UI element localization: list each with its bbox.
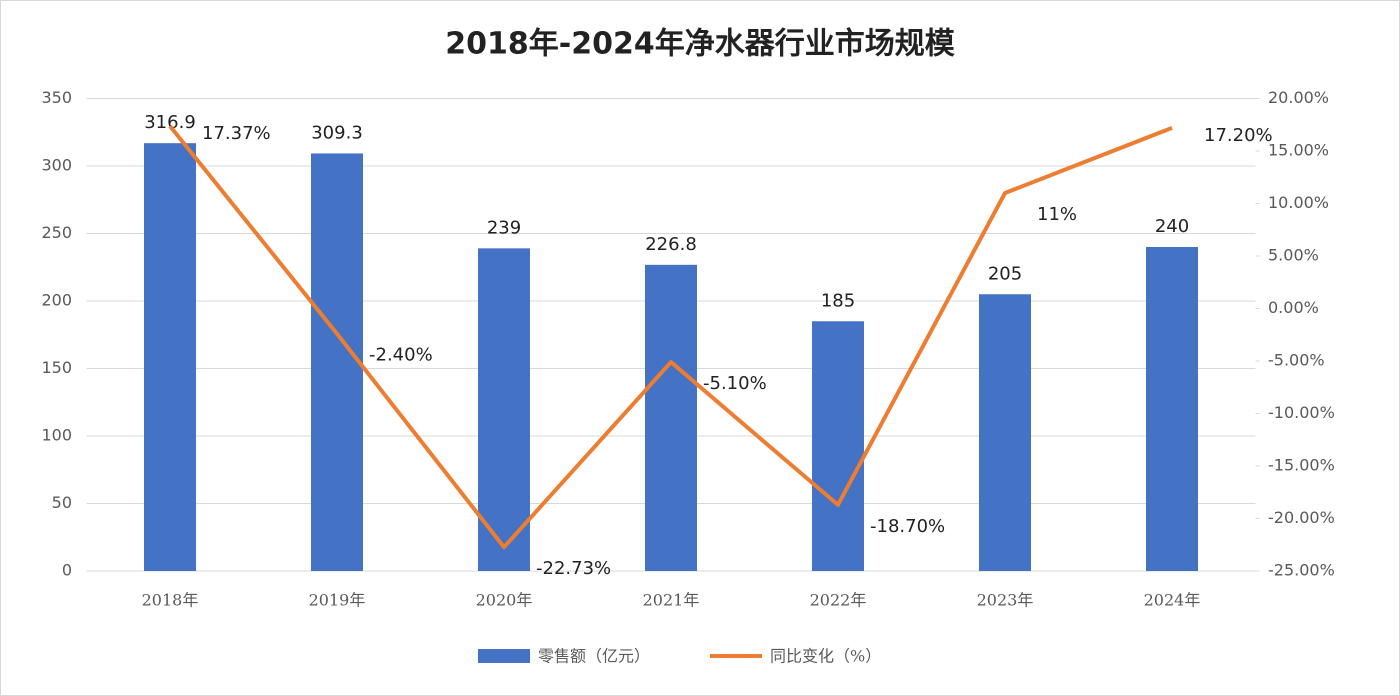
x-tick-label: 2022年 <box>810 591 867 610</box>
y-tick-label: 150 <box>41 358 72 377</box>
x-tick-label: 2024年 <box>1144 591 1201 610</box>
bar-value-label: 226.8 <box>645 234 697 255</box>
line-value-label: -5.10% <box>703 373 767 394</box>
x-tick-label: 2018年 <box>142 591 199 610</box>
y2-tick-label: -10.00% <box>1268 403 1335 422</box>
bar-value-label: 316.9 <box>144 112 196 133</box>
y2-tick-label: 5.00% <box>1268 246 1319 265</box>
bar <box>144 143 196 571</box>
line <box>168 124 1173 550</box>
legend-label: 零售额（亿元） <box>538 647 650 666</box>
y2-tick-label: 20.00% <box>1268 88 1329 107</box>
bar-value-label: 240 <box>1155 216 1189 237</box>
y-tick-label: 50 <box>52 493 72 512</box>
bar <box>812 321 864 571</box>
y-tick-label: 250 <box>41 223 72 242</box>
y2-tick-label: 0.00% <box>1268 298 1319 317</box>
bar <box>311 153 363 571</box>
y-tick-label: 350 <box>41 88 72 107</box>
line-value-label: -18.70% <box>870 516 945 537</box>
bar-value-label: 205 <box>988 263 1022 284</box>
legend-label: 同比变化（%） <box>770 647 881 666</box>
line-value-label: 17.37% <box>202 123 271 144</box>
bar-value-label: 185 <box>821 290 855 311</box>
y-tick-label: 300 <box>41 156 72 175</box>
y-tick-label: 200 <box>41 291 72 310</box>
y2-tick-label: -15.00% <box>1268 456 1335 475</box>
x-tick-label: 2023年 <box>977 591 1034 610</box>
chart-title: 2018年-2024年净水器行业市场规模 <box>445 27 954 62</box>
x-tick-label: 2019年 <box>309 591 366 610</box>
y-tick-label: 0 <box>62 561 72 580</box>
line-value-label: 11% <box>1037 204 1077 225</box>
y2-tick-label: -5.00% <box>1268 351 1325 370</box>
y2-tick-label: 15.00% <box>1268 141 1329 160</box>
bar-value-label: 239 <box>487 217 521 238</box>
line-value-label: -22.73% <box>536 558 611 579</box>
y-tick-label: 100 <box>41 426 72 445</box>
y2-tick-label: -20.00% <box>1268 508 1335 527</box>
bar <box>979 294 1031 571</box>
line-value-label: -2.40% <box>369 345 433 366</box>
x-tick-label: 2020年 <box>476 591 533 610</box>
bar <box>1146 247 1198 571</box>
bar <box>478 248 530 571</box>
bar <box>645 264 697 571</box>
y2-tick-label: 10.00% <box>1268 193 1329 212</box>
line-value-label: 17.20% <box>1204 125 1273 146</box>
y2-tick-label: -25.00% <box>1268 561 1335 580</box>
x-tick-label: 2021年 <box>643 591 700 610</box>
bar-value-label: 309.3 <box>311 122 363 143</box>
legend-swatch <box>478 649 530 663</box>
